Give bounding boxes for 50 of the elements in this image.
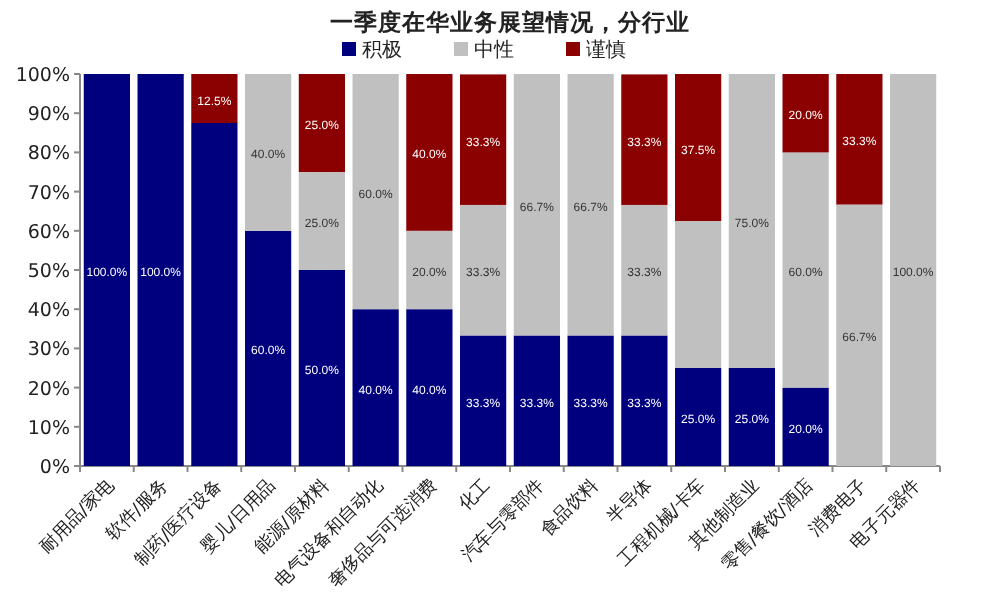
bar bbox=[890, 74, 937, 466]
bar bbox=[298, 270, 345, 466]
y-tick-label: 20% bbox=[27, 378, 70, 401]
bar bbox=[460, 204, 507, 336]
y-tick-label: 50% bbox=[27, 261, 70, 283]
bar bbox=[191, 123, 238, 466]
legend-label: 积极 bbox=[362, 38, 402, 62]
bar bbox=[406, 309, 453, 466]
bar bbox=[191, 74, 238, 123]
bar bbox=[513, 74, 560, 336]
bar bbox=[782, 152, 829, 388]
bar bbox=[675, 368, 722, 466]
bar bbox=[352, 309, 399, 466]
y-tick-label: 30% bbox=[27, 339, 70, 362]
bar bbox=[298, 74, 345, 172]
y-tick-label: 80% bbox=[27, 143, 70, 166]
y-tick-label: 70% bbox=[27, 182, 70, 205]
x-tick-label: 化工 bbox=[454, 474, 496, 516]
bar bbox=[621, 204, 668, 336]
bar bbox=[675, 221, 722, 368]
chart-title: 一季度在华业务展望情况，分行业 bbox=[330, 8, 690, 36]
bar bbox=[782, 387, 829, 466]
bar bbox=[406, 74, 453, 231]
bar bbox=[460, 74, 507, 205]
bar bbox=[298, 172, 345, 270]
bar bbox=[245, 230, 292, 466]
bar bbox=[836, 204, 883, 466]
bar bbox=[513, 335, 560, 466]
bar bbox=[621, 335, 668, 466]
bar bbox=[406, 230, 453, 310]
bar bbox=[245, 74, 292, 231]
bar bbox=[836, 74, 883, 205]
legend-label: 谨慎 bbox=[586, 38, 626, 62]
y-tick-label: 100% bbox=[15, 65, 70, 87]
bar bbox=[137, 74, 184, 466]
bar bbox=[675, 74, 722, 221]
bar bbox=[567, 74, 614, 336]
y-tick-label: 10% bbox=[27, 417, 70, 440]
bar bbox=[728, 74, 775, 368]
bar bbox=[460, 335, 507, 466]
bar bbox=[352, 74, 399, 310]
bar bbox=[728, 368, 775, 466]
bar bbox=[782, 74, 829, 153]
y-tick-label: 90% bbox=[27, 104, 70, 127]
legend-label: 中性 bbox=[474, 38, 514, 62]
y-tick-label: 60% bbox=[27, 221, 70, 244]
bar bbox=[567, 335, 614, 466]
bar bbox=[621, 74, 668, 205]
y-tick-label: 40% bbox=[27, 300, 70, 323]
y-tick-label: 0% bbox=[39, 457, 70, 479]
